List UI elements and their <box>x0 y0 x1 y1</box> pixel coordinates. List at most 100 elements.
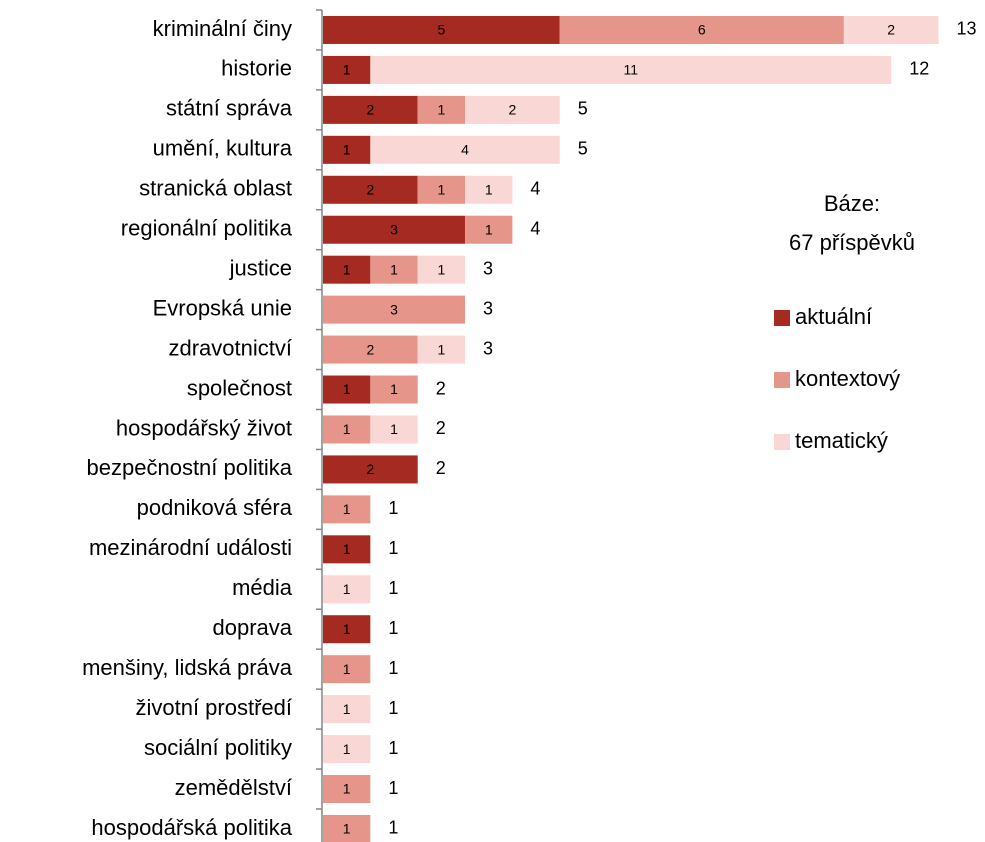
bar-segment <box>559 15 844 44</box>
segment-label: 1 <box>437 261 445 277</box>
segment-label: 1 <box>343 62 351 78</box>
segment-label: 1 <box>343 581 351 597</box>
segment-label: 1 <box>485 221 493 237</box>
segment-label: 1 <box>437 341 445 357</box>
bar-segment <box>323 655 371 684</box>
total-label: 2 <box>436 378 446 398</box>
total-label: 1 <box>388 738 398 758</box>
total-label: 1 <box>388 498 398 518</box>
category-label: zdravotnictví <box>169 335 293 360</box>
bar-segment <box>370 135 560 164</box>
category-label: doprava <box>212 615 292 640</box>
segment-label: 1 <box>343 781 351 797</box>
category-label: bezpečnostní politika <box>87 455 293 480</box>
bar-segment <box>323 15 560 44</box>
legend-label: kontextový <box>795 366 900 391</box>
bar-segment <box>465 215 513 244</box>
bar-segment <box>323 495 371 524</box>
segment-label: 5 <box>437 22 445 38</box>
segment-label: 2 <box>366 181 374 197</box>
category-label: regionální politika <box>121 216 293 241</box>
annotation: Báze: <box>824 191 880 216</box>
total-label: 4 <box>530 179 540 199</box>
segment-label: 2 <box>509 102 517 118</box>
segment-label: 1 <box>343 541 351 557</box>
segment-label: 1 <box>437 181 445 197</box>
segment-label: 1 <box>437 102 445 118</box>
segment-label: 1 <box>390 421 398 437</box>
category-label: umění, kultura <box>153 136 293 161</box>
legend-swatch <box>774 434 790 450</box>
segment-label: 3 <box>390 301 398 317</box>
segment-label: 1 <box>390 261 398 277</box>
total-label: 1 <box>388 538 398 558</box>
bar-segment <box>417 335 466 364</box>
category-label: justice <box>229 255 292 280</box>
segment-label: 3 <box>390 221 398 237</box>
bar-segment <box>323 255 371 284</box>
segment-label: 1 <box>485 181 493 197</box>
bar-segment <box>417 175 466 204</box>
total-label: 5 <box>578 139 588 159</box>
total-label: 3 <box>483 258 493 278</box>
category-label: společnost <box>187 375 292 400</box>
segment-label: 2 <box>366 102 374 118</box>
total-label: 12 <box>909 59 929 79</box>
bar-segment <box>370 375 418 404</box>
total-label: 1 <box>388 578 398 598</box>
category-label: média <box>232 575 293 600</box>
total-label: 3 <box>483 338 493 358</box>
bar-segment <box>465 175 513 204</box>
bar-segment <box>323 175 418 204</box>
total-label: 1 <box>388 658 398 678</box>
segment-label: 1 <box>343 621 351 637</box>
segment-label: 1 <box>343 741 351 757</box>
category-label: podniková sféra <box>137 495 293 520</box>
segment-label: 1 <box>343 261 351 277</box>
bar-segment <box>323 535 371 564</box>
category-label: hospodářský život <box>116 415 292 440</box>
segment-label: 1 <box>343 421 351 437</box>
total-label: 5 <box>578 99 588 119</box>
segment-label: 1 <box>343 501 351 517</box>
segment-label: 1 <box>343 142 351 158</box>
bar-segment <box>370 255 418 284</box>
bar-segment <box>323 135 371 164</box>
bar-segment <box>417 95 466 124</box>
legend-swatch <box>774 372 790 388</box>
segment-label: 1 <box>343 661 351 677</box>
bar-segment <box>323 814 371 842</box>
bar-segment <box>417 255 466 284</box>
category-label: sociální politiky <box>144 735 292 760</box>
category-label: životní prostředí <box>135 695 292 720</box>
bar-segment <box>323 575 371 604</box>
bar-segment <box>323 615 371 644</box>
total-label: 1 <box>388 818 398 838</box>
segment-label: 2 <box>366 341 374 357</box>
bar-segment <box>323 455 418 484</box>
bar-segment <box>465 95 560 124</box>
bar-segment <box>323 335 418 364</box>
total-label: 4 <box>530 218 540 238</box>
segment-label: 1 <box>343 381 351 397</box>
bar-segment <box>323 215 466 244</box>
bar-segment <box>323 295 466 324</box>
bar-segment <box>370 55 892 84</box>
bar-segment <box>323 695 371 724</box>
total-label: 1 <box>388 698 398 718</box>
category-label: Evropská unie <box>153 295 292 320</box>
category-label: mezinárodní události <box>89 535 292 560</box>
bar-segment <box>323 375 371 404</box>
bar-segment <box>843 15 939 44</box>
legend-swatch <box>774 310 790 326</box>
segment-label: 1 <box>343 821 351 837</box>
segment-label: 2 <box>366 461 374 477</box>
category-label: státní správa <box>166 96 293 121</box>
total-label: 1 <box>388 618 398 638</box>
total-label: 2 <box>436 458 446 478</box>
segment-label: 1 <box>343 701 351 717</box>
total-label: 2 <box>436 418 446 438</box>
total-label: 1 <box>388 778 398 798</box>
category-label: menšiny, lidská práva <box>82 655 293 680</box>
